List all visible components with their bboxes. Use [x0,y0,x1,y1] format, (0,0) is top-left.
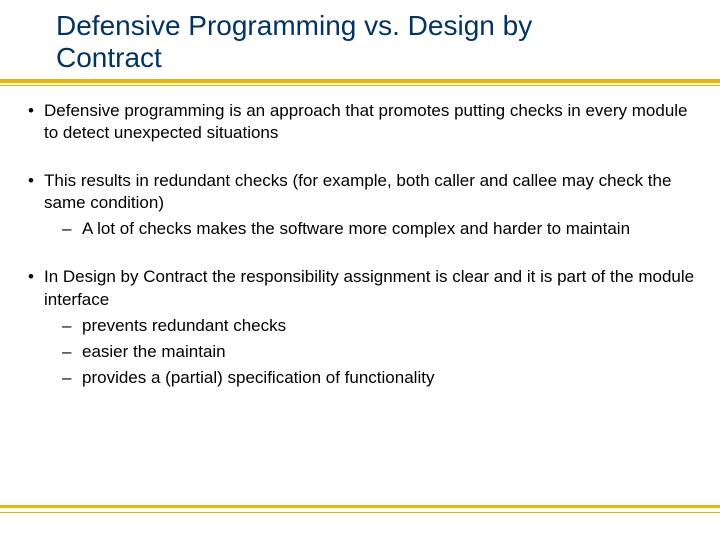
bullet-marker: • [24,170,44,240]
bullet-marker: • [24,100,44,144]
sub-bullet-marker: – [62,341,82,363]
bullet-text: In Design by Contract the responsibility… [44,266,696,388]
bullet-text: Defensive programming is an approach tha… [44,100,696,144]
footer-rule-thick [0,505,720,508]
sub-bullet-item: – prevents redundant checks [62,315,696,337]
bullet-main-text: In Design by Contract the responsibility… [44,267,694,308]
title-rule-thin [0,85,720,86]
sub-bullet-item: – easier the maintain [62,341,696,363]
bullet-text: This results in redundant checks (for ex… [44,170,696,240]
sub-bullet-item: – provides a (partial) specification of … [62,367,696,389]
title-block: Defensive Programming vs. Design by Cont… [0,0,600,74]
slide-content: • Defensive programming is an approach t… [24,100,696,415]
sub-bullet-text: prevents redundant checks [82,315,696,337]
sub-bullet-text: provides a (partial) specification of fu… [82,367,696,389]
sub-bullet-item: – A lot of checks makes the software mor… [62,218,696,240]
sub-bullet-text: A lot of checks makes the software more … [82,218,696,240]
bullet-item: • This results in redundant checks (for … [24,170,696,240]
title-rule-thick [0,79,720,83]
bullet-main-text: This results in redundant checks (for ex… [44,171,671,212]
footer-rule-thin [0,512,720,513]
sub-bullet-marker: – [62,315,82,337]
slide-title: Defensive Programming vs. Design by Cont… [56,10,600,74]
sub-bullet-marker: – [62,218,82,240]
bullet-item: • Defensive programming is an approach t… [24,100,696,144]
sub-bullet-text: easier the maintain [82,341,696,363]
sub-bullet-marker: – [62,367,82,389]
bullet-item: • In Design by Contract the responsibili… [24,266,696,388]
bullet-marker: • [24,266,44,388]
